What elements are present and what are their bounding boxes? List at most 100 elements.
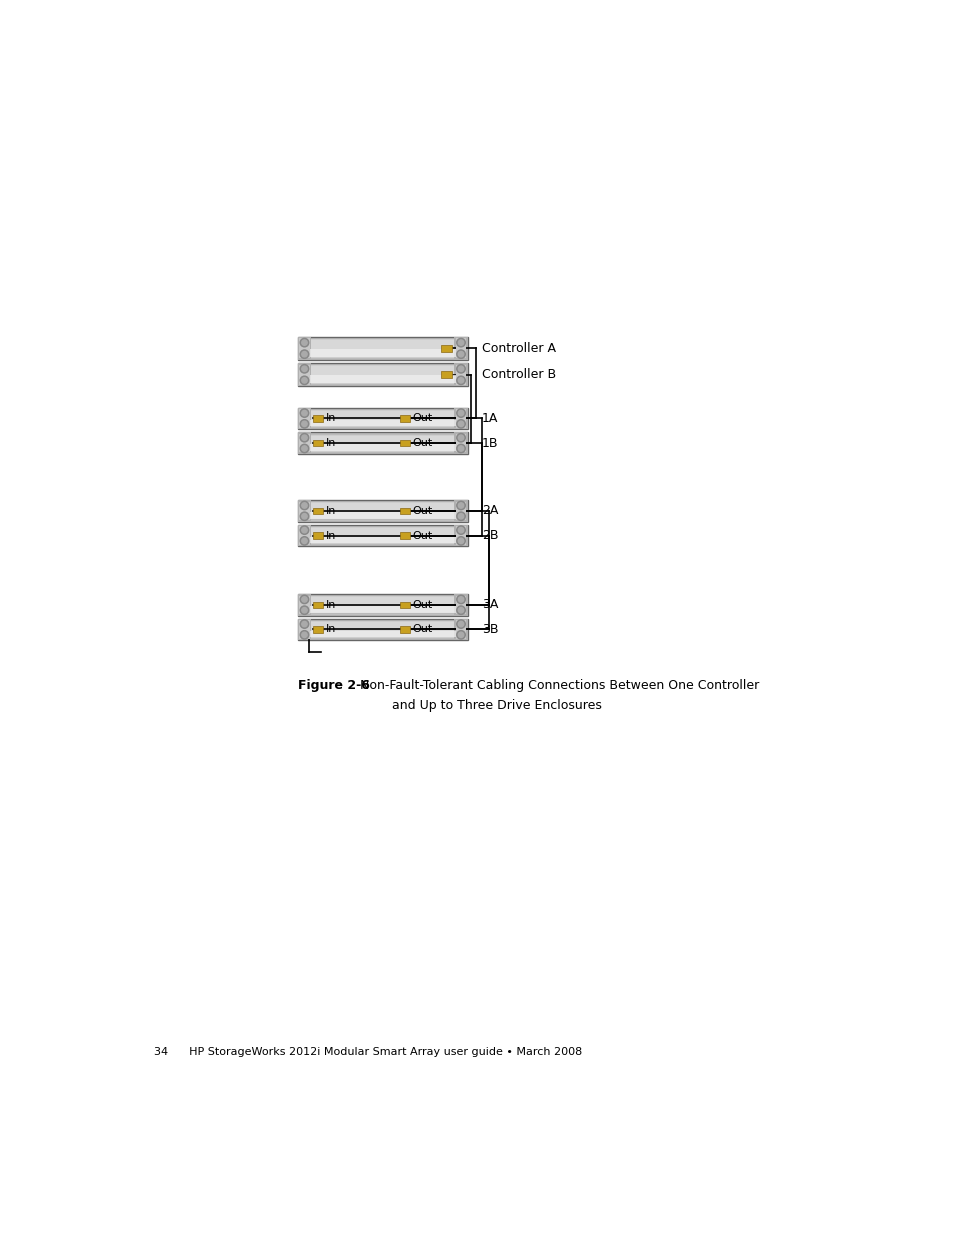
- Text: In: In: [325, 531, 335, 541]
- Circle shape: [456, 445, 465, 453]
- Bar: [440, 345, 452, 352]
- Bar: [298, 501, 310, 520]
- Circle shape: [301, 421, 307, 426]
- Circle shape: [456, 526, 465, 535]
- Bar: [298, 338, 310, 358]
- Bar: [297, 525, 468, 546]
- Bar: [300, 420, 464, 426]
- Bar: [298, 409, 310, 427]
- Circle shape: [301, 597, 307, 603]
- Bar: [454, 408, 468, 430]
- Circle shape: [457, 340, 463, 346]
- Bar: [399, 626, 410, 632]
- Circle shape: [301, 621, 307, 626]
- Circle shape: [457, 514, 463, 519]
- Circle shape: [457, 435, 463, 441]
- Bar: [456, 409, 466, 427]
- Bar: [399, 532, 410, 538]
- Bar: [299, 503, 465, 520]
- Circle shape: [456, 606, 465, 615]
- Bar: [399, 415, 410, 421]
- Circle shape: [457, 410, 463, 416]
- Bar: [299, 527, 465, 543]
- Bar: [297, 525, 311, 546]
- Circle shape: [301, 352, 307, 357]
- Text: 3B: 3B: [481, 622, 497, 636]
- Bar: [298, 620, 310, 638]
- Bar: [456, 338, 466, 358]
- Circle shape: [457, 421, 463, 426]
- Bar: [399, 440, 410, 446]
- Bar: [454, 619, 468, 640]
- Bar: [454, 500, 468, 521]
- Bar: [297, 408, 311, 430]
- Text: 1A: 1A: [481, 412, 497, 425]
- Circle shape: [301, 503, 307, 508]
- Bar: [298, 433, 310, 452]
- Circle shape: [457, 352, 463, 357]
- Circle shape: [300, 501, 309, 510]
- Bar: [297, 432, 468, 454]
- Circle shape: [456, 350, 465, 358]
- Circle shape: [301, 435, 307, 441]
- Text: In: In: [325, 506, 335, 516]
- Bar: [300, 445, 464, 451]
- Circle shape: [301, 538, 307, 543]
- Circle shape: [300, 350, 309, 358]
- Circle shape: [456, 620, 465, 629]
- Bar: [297, 337, 468, 359]
- Bar: [300, 537, 464, 543]
- Circle shape: [300, 631, 309, 638]
- Bar: [313, 601, 323, 608]
- Bar: [297, 500, 311, 521]
- Circle shape: [457, 527, 463, 532]
- Circle shape: [300, 620, 309, 629]
- Text: Out: Out: [412, 531, 432, 541]
- Bar: [399, 508, 410, 514]
- Bar: [298, 595, 310, 614]
- Circle shape: [300, 606, 309, 615]
- Circle shape: [301, 527, 307, 532]
- Text: In: In: [325, 600, 335, 610]
- Bar: [297, 408, 468, 430]
- Circle shape: [456, 409, 465, 417]
- Text: 2A: 2A: [481, 504, 497, 517]
- Bar: [297, 337, 311, 359]
- Text: Out: Out: [412, 600, 432, 610]
- Circle shape: [300, 445, 309, 453]
- Bar: [456, 433, 466, 452]
- Text: Out: Out: [412, 625, 432, 635]
- Bar: [300, 631, 464, 637]
- Bar: [300, 513, 464, 519]
- Bar: [456, 364, 466, 384]
- Bar: [298, 526, 310, 545]
- Bar: [456, 620, 466, 638]
- Circle shape: [301, 340, 307, 346]
- Bar: [299, 621, 465, 638]
- Text: In: In: [325, 414, 335, 424]
- Bar: [313, 532, 323, 538]
- Bar: [299, 340, 465, 358]
- Bar: [297, 432, 311, 454]
- Circle shape: [300, 338, 309, 347]
- Text: 34      HP StorageWorks 2012i Modular Smart Array user guide • March 2008: 34 HP StorageWorks 2012i Modular Smart A…: [154, 1047, 581, 1057]
- Circle shape: [457, 538, 463, 543]
- Circle shape: [457, 503, 463, 508]
- Circle shape: [456, 433, 465, 442]
- Circle shape: [301, 632, 307, 637]
- Text: Figure 2-6: Figure 2-6: [297, 679, 369, 693]
- Circle shape: [301, 514, 307, 519]
- Bar: [300, 375, 464, 383]
- Circle shape: [301, 446, 307, 451]
- Circle shape: [457, 366, 463, 372]
- Circle shape: [456, 595, 465, 604]
- Bar: [298, 364, 310, 384]
- Circle shape: [456, 338, 465, 347]
- Circle shape: [457, 621, 463, 626]
- Bar: [456, 501, 466, 520]
- Circle shape: [456, 513, 465, 520]
- Circle shape: [300, 526, 309, 535]
- Bar: [299, 410, 465, 427]
- Text: Out: Out: [412, 414, 432, 424]
- Bar: [454, 363, 468, 387]
